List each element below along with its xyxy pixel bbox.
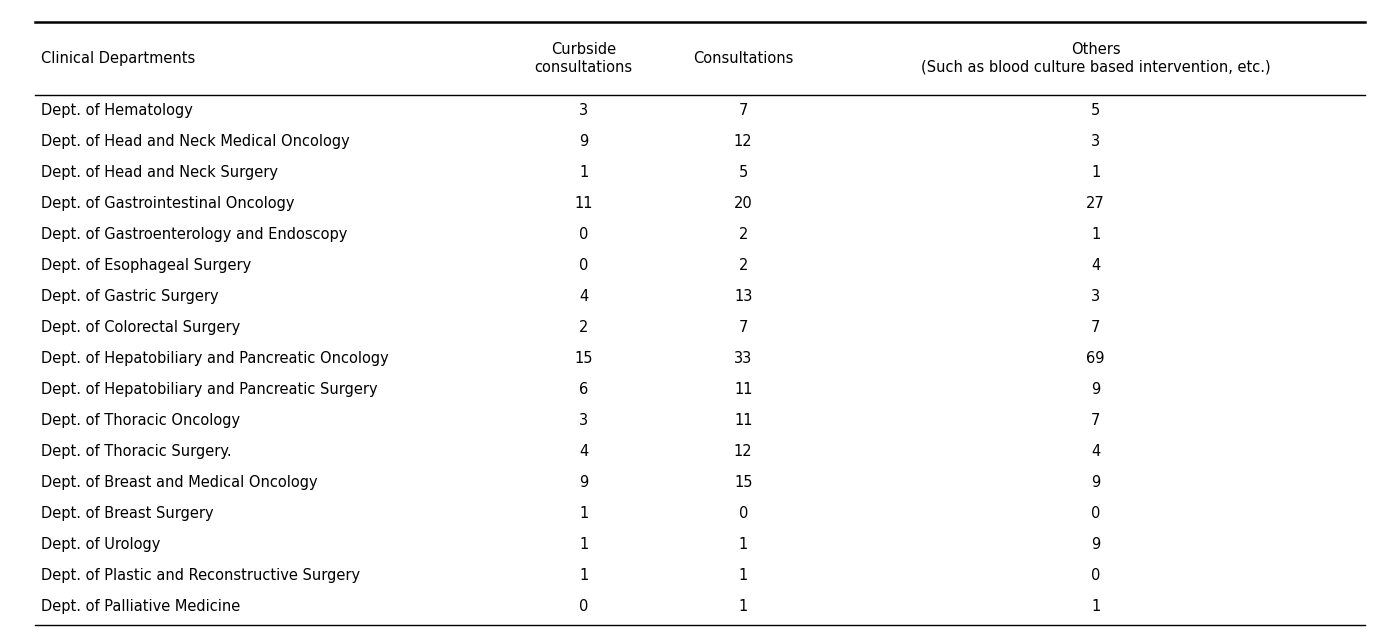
Text: 4: 4	[580, 289, 588, 304]
Text: Dept. of Plastic and Reconstructive Surgery: Dept. of Plastic and Reconstructive Surg…	[41, 568, 360, 583]
Text: 1: 1	[580, 568, 588, 583]
Text: 27: 27	[1086, 196, 1105, 211]
Text: 12: 12	[734, 134, 753, 149]
Text: 9: 9	[580, 475, 588, 490]
Text: 2: 2	[739, 227, 748, 242]
Text: 3: 3	[580, 103, 588, 118]
Text: 5: 5	[739, 165, 748, 180]
Text: 7: 7	[1091, 413, 1100, 428]
Text: 1: 1	[1091, 165, 1100, 180]
Text: 11: 11	[734, 413, 752, 428]
Text: 0: 0	[739, 506, 748, 521]
Text: 15: 15	[734, 475, 752, 490]
Text: 12: 12	[734, 444, 753, 459]
Text: Dept. of Hematology: Dept. of Hematology	[41, 103, 192, 118]
Text: 7: 7	[1091, 320, 1100, 335]
Text: Dept. of Palliative Medicine: Dept. of Palliative Medicine	[41, 599, 239, 614]
Text: Dept. of Gastric Surgery: Dept. of Gastric Surgery	[41, 289, 218, 304]
Text: Dept. of Colorectal Surgery: Dept. of Colorectal Surgery	[41, 320, 239, 335]
Text: 7: 7	[739, 320, 748, 335]
Text: 9: 9	[1091, 475, 1100, 490]
Text: Dept. of Breast and Medical Oncology: Dept. of Breast and Medical Oncology	[41, 475, 318, 490]
Text: 13: 13	[734, 289, 752, 304]
Text: 9: 9	[1091, 382, 1100, 397]
Text: 5: 5	[1091, 103, 1100, 118]
Text: 3: 3	[1091, 289, 1100, 304]
Text: Dept. of Gastrointestinal Oncology: Dept. of Gastrointestinal Oncology	[41, 196, 294, 211]
Text: 7: 7	[739, 103, 748, 118]
Text: Curbside
consultations: Curbside consultations	[535, 42, 633, 75]
Text: 4: 4	[1091, 258, 1100, 273]
Text: 6: 6	[580, 382, 588, 397]
Text: Dept. of Thoracic Oncology: Dept. of Thoracic Oncology	[41, 413, 239, 428]
Text: 1: 1	[1091, 227, 1100, 242]
Text: Dept. of Hepatobiliary and Pancreatic Surgery: Dept. of Hepatobiliary and Pancreatic Su…	[41, 382, 377, 397]
Text: 0: 0	[1091, 506, 1100, 521]
Text: 11: 11	[734, 382, 752, 397]
Text: 9: 9	[1091, 537, 1100, 552]
Text: 4: 4	[580, 444, 588, 459]
Text: Dept. of Head and Neck Medical Oncology: Dept. of Head and Neck Medical Oncology	[41, 134, 350, 149]
Text: 33: 33	[734, 351, 752, 366]
Text: 9: 9	[580, 134, 588, 149]
Text: 0: 0	[580, 227, 588, 242]
Text: 0: 0	[580, 258, 588, 273]
Text: 3: 3	[1091, 134, 1100, 149]
Text: 3: 3	[580, 413, 588, 428]
Text: Clinical Departments: Clinical Departments	[41, 51, 195, 66]
Text: 0: 0	[580, 599, 588, 614]
Text: 1: 1	[739, 568, 748, 583]
Text: 20: 20	[734, 196, 753, 211]
Text: 1: 1	[739, 537, 748, 552]
Text: Dept. of Head and Neck Surgery: Dept. of Head and Neck Surgery	[41, 165, 277, 180]
Text: Dept. of Urology: Dept. of Urology	[41, 537, 160, 552]
Text: 1: 1	[739, 599, 748, 614]
Text: Consultations: Consultations	[693, 51, 794, 66]
Text: 69: 69	[1086, 351, 1105, 366]
Text: 4: 4	[1091, 444, 1100, 459]
Text: Dept. of Breast Surgery: Dept. of Breast Surgery	[41, 506, 213, 521]
Text: 1: 1	[580, 165, 588, 180]
Text: 1: 1	[580, 537, 588, 552]
Text: 1: 1	[580, 506, 588, 521]
Text: 11: 11	[574, 196, 592, 211]
Text: Dept. of Gastroenterology and Endoscopy: Dept. of Gastroenterology and Endoscopy	[41, 227, 347, 242]
Text: Dept. of Thoracic Surgery.: Dept. of Thoracic Surgery.	[41, 444, 231, 459]
Text: 2: 2	[739, 258, 748, 273]
Text: 15: 15	[574, 351, 592, 366]
Text: 1: 1	[1091, 599, 1100, 614]
Text: Others
(Such as blood culture based intervention, etc.): Others (Such as blood culture based inte…	[921, 42, 1270, 75]
Text: 2: 2	[580, 320, 588, 335]
Text: 0: 0	[1091, 568, 1100, 583]
Text: Dept. of Esophageal Surgery: Dept. of Esophageal Surgery	[41, 258, 251, 273]
Text: Dept. of Hepatobiliary and Pancreatic Oncology: Dept. of Hepatobiliary and Pancreatic On…	[41, 351, 388, 366]
